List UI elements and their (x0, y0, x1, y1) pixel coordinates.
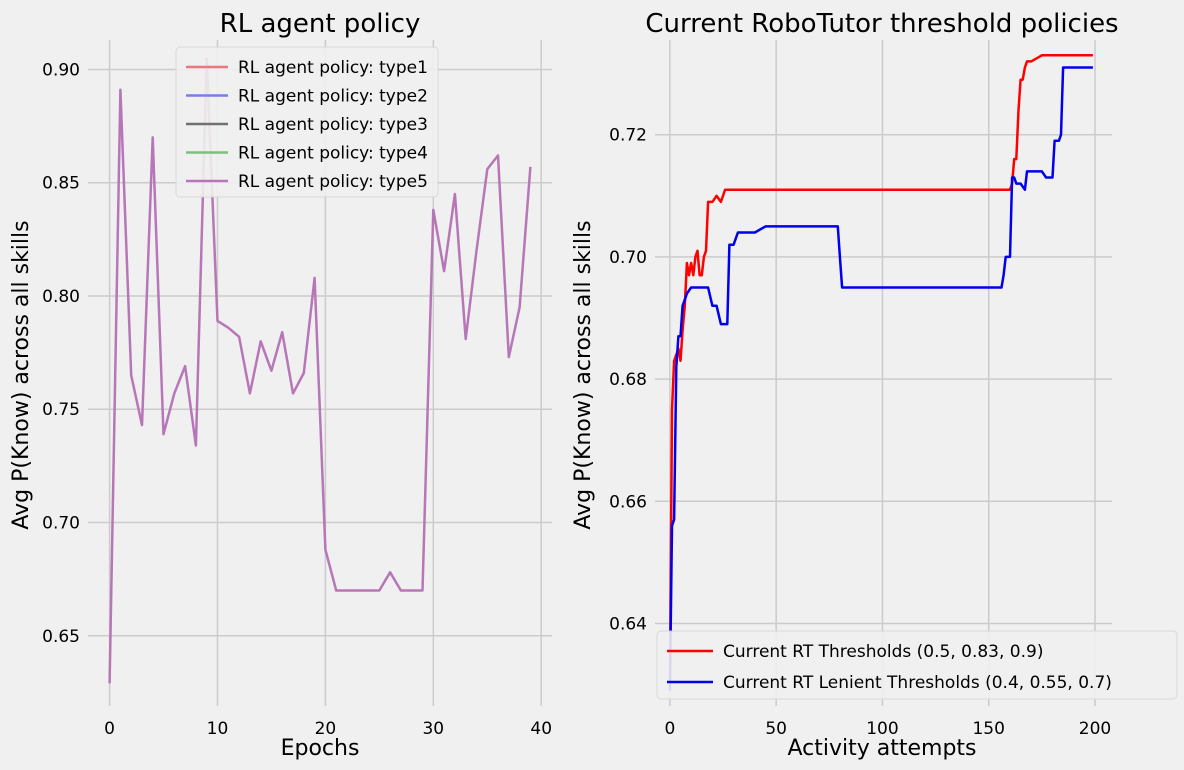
y-tick-label: 0.85 (42, 174, 80, 194)
y-tick-label: 0.90 (42, 60, 80, 80)
legend-entry: RL agent policy: type5 (238, 172, 428, 192)
legend: Current RT Thresholds (0.5, 0.83, 0.9) Cu… (656, 630, 1178, 700)
y-tick-label: 0.72 (609, 126, 647, 146)
x-axis-label: Epochs (281, 736, 360, 761)
x-axis-label: Activity attempts (787, 736, 976, 761)
y-tick-label: 0.65 (42, 627, 80, 647)
y-tick-label: 0.80 (42, 287, 80, 307)
x-tick-label: 20 (315, 719, 337, 739)
legend-entry: RL agent policy: type2 (238, 87, 428, 107)
legend-entry: RL agent policy: type1 (238, 58, 428, 78)
legend-entry: Current RT Lenient Thresholds (0.4, 0.55… (723, 673, 1112, 693)
legend-box (656, 630, 1178, 700)
legend-entry: RL agent policy: type4 (238, 144, 428, 164)
x-tick-label: 10 (207, 719, 229, 739)
x-tick-label: 50 (765, 719, 787, 739)
chart-robotutor-threshold-policies: Current RoboTutor threshold policies 0 50… (571, 9, 1178, 761)
y-tick-label: 0.68 (609, 370, 647, 390)
x-tick-label: 40 (530, 719, 552, 739)
series-line-2 (668, 66, 1093, 691)
chart-rl-agent-policy: RL agent policy 0 10 20 30 40 0.65 0.70 0.75 0.8… (9, 9, 552, 761)
legend-entry: Current RT Thresholds (0.5, 0.83, 0.9) (723, 642, 1043, 662)
legend-entry: RL agent policy: type3 (238, 115, 428, 135)
legend: RL agent policy: type1 RL agent policy: t… (175, 46, 439, 198)
x-tick-label: 0 (104, 719, 115, 739)
x-tick-label: 100 (866, 719, 898, 739)
x-tick-label: 0 (664, 719, 675, 739)
y-tick-label: 0.70 (42, 514, 80, 534)
chart-title: Current RoboTutor threshold policies (645, 9, 1118, 39)
y-tick-label: 0.75 (42, 400, 80, 420)
x-tick-label: 200 (1079, 719, 1111, 739)
series-line-5 (108, 56, 532, 684)
x-tick-label: 150 (972, 719, 1004, 739)
x-tick-label: 30 (422, 719, 444, 739)
y-axis-label: Avg P(Know) across all skills (571, 220, 596, 529)
y-tick-label: 0.64 (609, 615, 647, 635)
y-axis-label: Avg P(Know) across all skills (9, 220, 34, 529)
y-tick-label: 0.66 (609, 492, 647, 512)
y-tick-label: 0.70 (609, 248, 647, 268)
series-line-1 (668, 54, 1093, 691)
chart-title: RL agent policy (220, 9, 421, 39)
legend-box (175, 46, 439, 198)
